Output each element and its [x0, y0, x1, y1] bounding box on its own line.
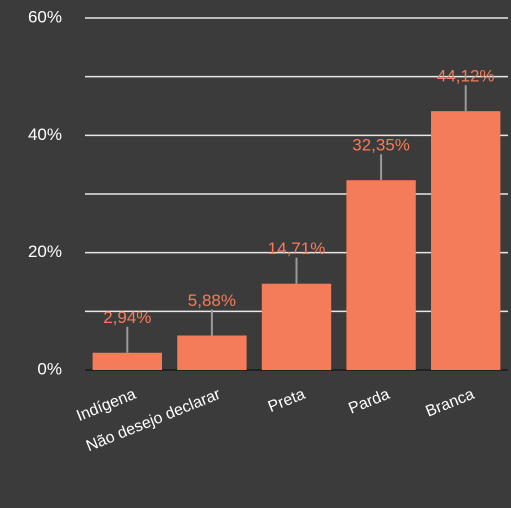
data-label: 32,35%	[352, 136, 410, 155]
y-tick-label: 60%	[28, 7, 62, 26]
y-tick-label: 0%	[37, 359, 62, 378]
data-label: 2,94%	[103, 308, 151, 327]
bar	[431, 111, 501, 371]
data-label: 44,12%	[437, 67, 495, 86]
data-label: 5,88%	[188, 291, 236, 310]
y-tick-label: 40%	[28, 125, 62, 144]
bar	[346, 180, 416, 370]
data-label: 14,71%	[268, 239, 326, 258]
bar	[92, 352, 162, 370]
bar	[177, 335, 247, 370]
bar	[261, 283, 332, 370]
y-tick-label: 20%	[28, 242, 62, 261]
